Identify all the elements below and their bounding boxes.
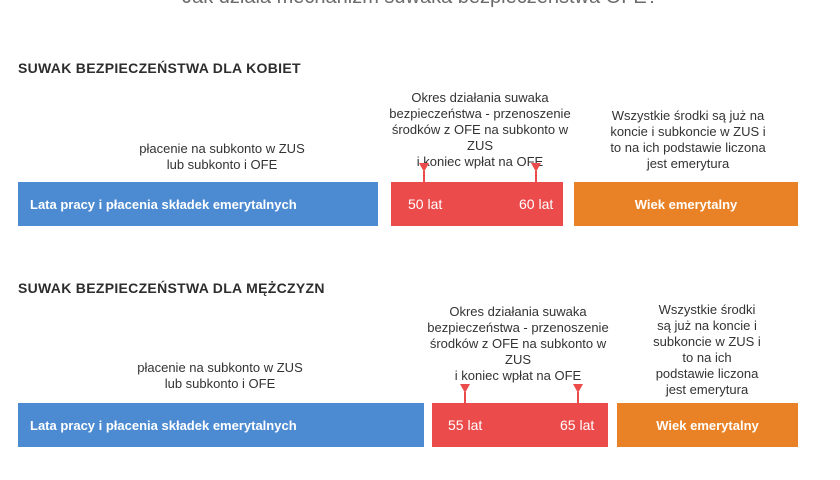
section-men: SUWAK BEZPIECZEŃSTWA DLA MĘŻCZYZN płacen…	[0, 274, 840, 474]
retirement-age-bar-men: Wiek emerytalny	[617, 403, 798, 447]
slider-note-men: Okres działania suwaka bezpieczeństwa - …	[427, 304, 609, 383]
age-end-label: 60 lat	[519, 196, 554, 212]
retirement-age-bar-women: Wiek emerytalny	[574, 182, 798, 226]
funds-note-men: Wszystkie środki są już na koncie i subk…	[653, 302, 761, 397]
funds-note-women: Wszystkie środki są już na koncie i subk…	[610, 108, 766, 171]
work-years-label: Lata pracy i płacenia składek emerytalny…	[30, 196, 297, 212]
payment-note-women: płacenie na subkonto w ZUS lub subkonto …	[139, 141, 305, 172]
slider-period-bar-men: 55 lat 65 lat	[432, 384, 608, 447]
age-end-label: 65 lat	[560, 417, 595, 433]
retirement-age-label: Wiek emerytalny	[656, 417, 759, 433]
age-end-marker-icon	[573, 384, 583, 403]
retirement-age-label: Wiek emerytalny	[634, 196, 738, 212]
page-title: Jak działa mechanizm suwaka bezpieczeńst…	[0, 0, 840, 9]
age-start-marker-icon	[460, 384, 470, 403]
slider-period-bar-women: 50 lat 60 lat	[391, 163, 563, 226]
age-start-marker-icon	[419, 163, 429, 182]
age-start-label: 55 lat	[448, 417, 483, 433]
slider-note-women: Okres działania suwaka bezpieczeństwa - …	[389, 90, 571, 169]
age-start-label: 50 lat	[408, 196, 443, 212]
work-years-label: Lata pracy i płacenia składek emerytalny…	[30, 417, 297, 433]
section-heading-men: SUWAK BEZPIECZEŃSTWA DLA MĘŻCZYZN	[18, 280, 325, 296]
section-women: SUWAK BEZPIECZEŃSTWA DLA KOBIET płacenie…	[0, 54, 840, 254]
work-years-bar-men: Lata pracy i płacenia składek emerytalny…	[18, 403, 424, 447]
payment-note-men: płacenie na subkonto w ZUS lub subkonto …	[137, 360, 303, 391]
age-end-marker-icon	[531, 163, 541, 182]
section-heading-women: SUWAK BEZPIECZEŃSTWA DLA KOBIET	[18, 60, 301, 76]
work-years-bar-women: Lata pracy i płacenia składek emerytalny…	[18, 182, 378, 226]
